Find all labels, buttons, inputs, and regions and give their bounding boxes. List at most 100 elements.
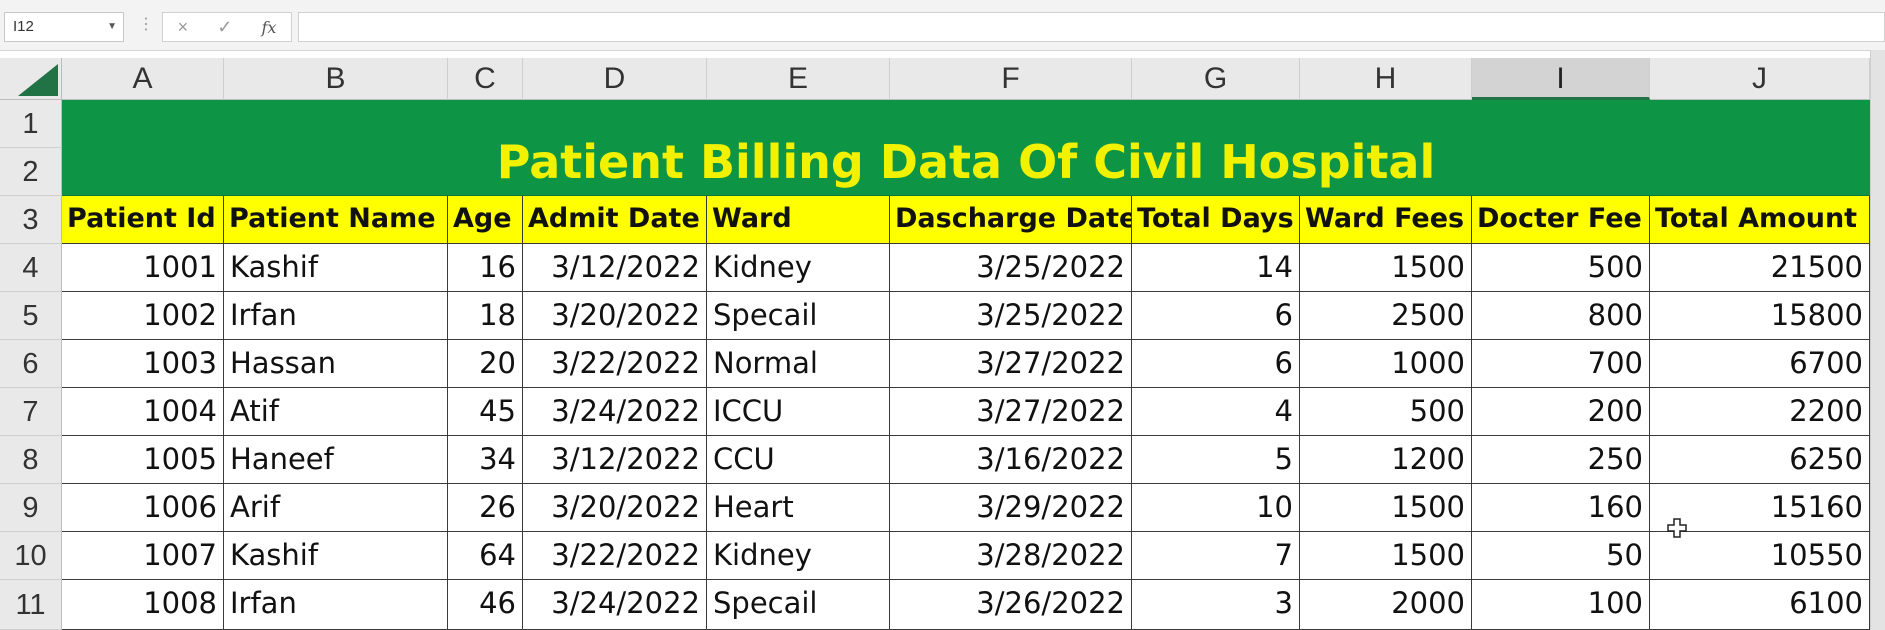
header-cell[interactable]: Patient Name (224, 196, 448, 244)
row-header-6[interactable]: 6 (0, 340, 62, 388)
table-cell[interactable]: 3/24/2022 (523, 388, 707, 436)
table-cell[interactable]: 800 (1472, 292, 1650, 340)
row-header-2[interactable]: 2 (0, 148, 62, 196)
table-cell[interactable]: 2500 (1300, 292, 1472, 340)
vertical-scrollbar[interactable] (1870, 50, 1885, 630)
table-cell[interactable]: 3/25/2022 (890, 244, 1132, 292)
header-cell[interactable]: Docter Fee (1472, 196, 1650, 244)
row-header-11[interactable]: 11 (0, 580, 62, 630)
table-cell[interactable]: 3 (1132, 580, 1300, 630)
table-cell[interactable]: 4 (1132, 388, 1300, 436)
table-cell[interactable]: ICCU (707, 388, 890, 436)
row-header-5[interactable]: 5 (0, 292, 62, 340)
table-cell[interactable]: 500 (1300, 388, 1472, 436)
cancel-icon[interactable]: × (177, 16, 189, 37)
table-cell[interactable]: 20 (448, 340, 523, 388)
row-header-1[interactable]: 1 (0, 100, 62, 148)
header-cell[interactable]: Ward Fees (1300, 196, 1472, 244)
table-cell[interactable]: 200 (1472, 388, 1650, 436)
table-cell[interactable]: Irfan (224, 292, 448, 340)
table-cell[interactable]: 5 (1132, 436, 1300, 484)
table-cell[interactable]: 15800 (1650, 292, 1870, 340)
table-cell[interactable]: Kashif (224, 244, 448, 292)
table-cell[interactable]: 1500 (1300, 244, 1472, 292)
table-cell[interactable]: 2200 (1650, 388, 1870, 436)
table-cell[interactable]: 46 (448, 580, 523, 630)
table-cell[interactable]: 3/12/2022 (523, 244, 707, 292)
table-cell[interactable]: 3/28/2022 (890, 532, 1132, 580)
table-cell[interactable]: 3/24/2022 (523, 580, 707, 630)
column-header-i[interactable]: I (1472, 58, 1650, 100)
row-header-10[interactable]: 10 (0, 532, 62, 580)
table-cell[interactable]: 26 (448, 484, 523, 532)
table-cell[interactable]: 100 (1472, 580, 1650, 630)
table-cell[interactable]: 6 (1132, 292, 1300, 340)
table-cell[interactable]: 3/20/2022 (523, 484, 707, 532)
table-cell[interactable]: 10550 (1650, 532, 1870, 580)
table-cell[interactable]: 1500 (1300, 532, 1472, 580)
table-cell[interactable]: 16 (448, 244, 523, 292)
header-cell[interactable]: Age (448, 196, 523, 244)
table-cell[interactable]: 14 (1132, 244, 1300, 292)
table-cell[interactable]: 21500 (1650, 244, 1870, 292)
table-cell[interactable]: 6100 (1650, 580, 1870, 630)
table-cell[interactable]: Kashif (224, 532, 448, 580)
header-cell[interactable]: Total Days (1132, 196, 1300, 244)
title-merged-cell[interactable] (62, 100, 1870, 196)
table-cell[interactable]: 3/27/2022 (890, 340, 1132, 388)
column-header-a[interactable]: A (62, 58, 224, 100)
column-header-g[interactable]: G (1132, 58, 1300, 100)
table-cell[interactable]: 1000 (1300, 340, 1472, 388)
table-cell[interactable]: 700 (1472, 340, 1650, 388)
table-cell[interactable]: Arif (224, 484, 448, 532)
table-cell[interactable]: 1002 (62, 292, 224, 340)
column-header-d[interactable]: D (523, 58, 707, 100)
table-cell[interactable]: 10 (1132, 484, 1300, 532)
table-cell[interactable]: 1200 (1300, 436, 1472, 484)
table-cell[interactable]: 34 (448, 436, 523, 484)
row-header-9[interactable]: 9 (0, 484, 62, 532)
table-cell[interactable]: 3/25/2022 (890, 292, 1132, 340)
row-header-4[interactable]: 4 (0, 244, 62, 292)
check-icon[interactable]: ✓ (217, 16, 233, 37)
table-cell[interactable]: 45 (448, 388, 523, 436)
table-cell[interactable]: 1500 (1300, 484, 1472, 532)
table-cell[interactable]: 2000 (1300, 580, 1472, 630)
table-cell[interactable]: Atif (224, 388, 448, 436)
table-cell[interactable]: Specail (707, 292, 890, 340)
table-cell[interactable]: 15160 (1650, 484, 1870, 532)
table-cell[interactable]: 6700 (1650, 340, 1870, 388)
header-cell[interactable]: Admit Date (523, 196, 707, 244)
header-cell[interactable]: Ward (707, 196, 890, 244)
header-cell[interactable]: Patient Id (62, 196, 224, 244)
table-cell[interactable]: 1003 (62, 340, 224, 388)
name-box[interactable]: I12 ▼ (4, 12, 124, 42)
table-cell[interactable]: Normal (707, 340, 890, 388)
chevron-down-icon[interactable]: ▼ (107, 21, 117, 32)
table-cell[interactable]: 1006 (62, 484, 224, 532)
table-cell[interactable]: 1004 (62, 388, 224, 436)
table-cell[interactable]: 6250 (1650, 436, 1870, 484)
column-header-c[interactable]: C (448, 58, 523, 100)
table-cell[interactable]: 160 (1472, 484, 1650, 532)
table-cell[interactable]: Kidney (707, 532, 890, 580)
table-cell[interactable]: 50 (1472, 532, 1650, 580)
table-cell[interactable]: 7 (1132, 532, 1300, 580)
table-cell[interactable]: 3/22/2022 (523, 340, 707, 388)
column-header-h[interactable]: H (1300, 58, 1472, 100)
table-cell[interactable]: 250 (1472, 436, 1650, 484)
table-cell[interactable]: Kidney (707, 244, 890, 292)
table-cell[interactable]: 3/22/2022 (523, 532, 707, 580)
table-cell[interactable]: 64 (448, 532, 523, 580)
table-cell[interactable]: 1008 (62, 580, 224, 630)
more-options-icon[interactable]: ⋮ (138, 16, 154, 33)
row-header-8[interactable]: 8 (0, 436, 62, 484)
table-cell[interactable]: 3/27/2022 (890, 388, 1132, 436)
insert-function-icon[interactable]: fx (261, 17, 277, 37)
table-cell[interactable]: CCU (707, 436, 890, 484)
table-cell[interactable]: 500 (1472, 244, 1650, 292)
column-header-j[interactable]: J (1650, 58, 1870, 100)
column-header-e[interactable]: E (707, 58, 890, 100)
row-header-3[interactable]: 3 (0, 196, 62, 244)
table-cell[interactable]: 3/20/2022 (523, 292, 707, 340)
